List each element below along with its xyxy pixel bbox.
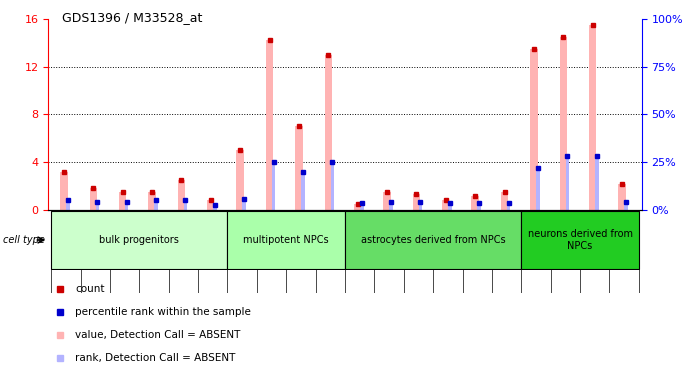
Bar: [266, 40, 273, 210]
Text: count: count: [75, 284, 104, 294]
Bar: [60, 172, 68, 210]
Text: GDS1396 / M33528_at: GDS1396 / M33528_at: [62, 11, 202, 24]
Bar: [624, 202, 628, 210]
Bar: [471, 196, 479, 210]
Bar: [148, 192, 156, 210]
Bar: [566, 156, 569, 210]
Bar: [228, 211, 345, 269]
Bar: [477, 203, 481, 210]
Text: cell type: cell type: [3, 235, 46, 245]
Bar: [207, 200, 215, 210]
Bar: [119, 192, 126, 210]
Bar: [419, 202, 422, 210]
Bar: [302, 172, 305, 210]
Bar: [536, 168, 540, 210]
Text: value, Detection Call = ABSENT: value, Detection Call = ABSENT: [75, 330, 240, 340]
Bar: [530, 49, 538, 210]
Bar: [184, 200, 187, 210]
Bar: [442, 200, 449, 210]
Bar: [501, 192, 509, 210]
Bar: [521, 211, 639, 269]
Text: rank, Detection Call = ABSENT: rank, Detection Call = ABSENT: [75, 353, 235, 363]
Bar: [237, 150, 244, 210]
Text: percentile rank within the sample: percentile rank within the sample: [75, 307, 251, 317]
Bar: [242, 198, 246, 210]
Bar: [272, 162, 275, 210]
Bar: [413, 195, 420, 210]
Bar: [589, 25, 596, 210]
Bar: [155, 200, 158, 210]
Text: multipotent NPCs: multipotent NPCs: [244, 235, 329, 245]
Bar: [354, 204, 362, 210]
Bar: [178, 180, 185, 210]
Text: bulk progenitors: bulk progenitors: [99, 235, 179, 245]
Bar: [90, 189, 97, 210]
Bar: [360, 203, 364, 210]
Bar: [125, 202, 128, 210]
Bar: [389, 202, 393, 210]
Bar: [96, 202, 99, 210]
Bar: [560, 37, 567, 210]
Bar: [66, 200, 70, 210]
Bar: [507, 203, 511, 210]
Bar: [384, 192, 391, 210]
Bar: [331, 162, 334, 210]
Bar: [51, 211, 228, 269]
Bar: [618, 184, 626, 210]
Bar: [295, 126, 302, 210]
Bar: [213, 205, 217, 210]
Bar: [595, 156, 598, 210]
Bar: [345, 211, 521, 269]
Text: neurons derived from
NPCs: neurons derived from NPCs: [528, 229, 633, 251]
Text: astrocytes derived from NPCs: astrocytes derived from NPCs: [361, 235, 506, 245]
Bar: [324, 55, 332, 210]
Bar: [448, 203, 452, 210]
